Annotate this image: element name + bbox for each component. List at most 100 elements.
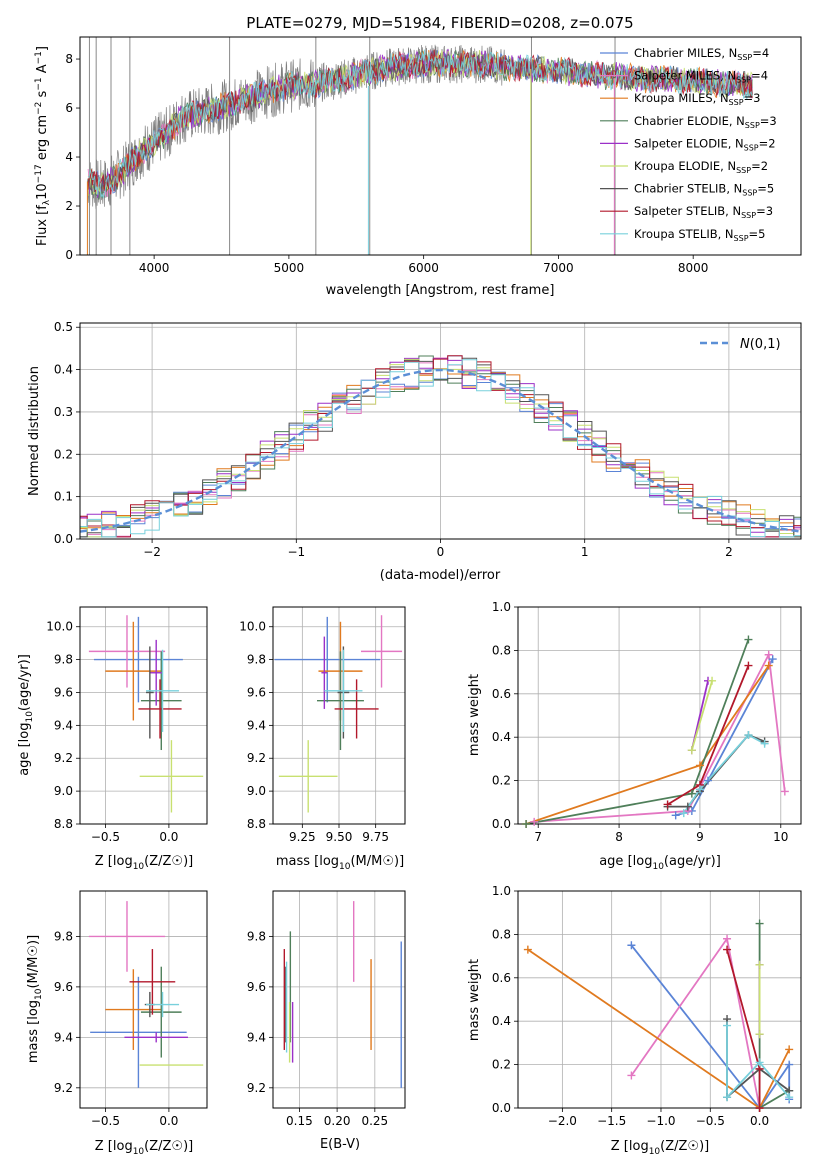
y-tick-label: 0.2 [54, 447, 73, 461]
axes-frame [79, 36, 802, 256]
y-tick-label: 8 [65, 52, 73, 66]
weight-marker [530, 817, 539, 826]
y-tick-label: 0.4 [54, 363, 73, 377]
y-tick-label: 10.0 [239, 620, 266, 634]
y-axis-label-part: 10 [35, 183, 50, 200]
weight-marker [687, 746, 696, 755]
y-axis-label: Normed distribution [27, 366, 42, 496]
x-tick-label: 10 [773, 830, 788, 844]
plot-area [88, 615, 204, 813]
legend-entry: Chabrier ELODIE, NSSP=3 [634, 114, 777, 130]
x-tick-label: −1.0 [646, 1114, 675, 1128]
y-tick-label: 9.2 [247, 1081, 266, 1095]
y-tick-label: 9.0 [54, 784, 73, 798]
ticks: −0.5 0.0 9.2 9.4 9.6 9.8 [54, 929, 179, 1128]
weight-line [683, 733, 766, 814]
weight-marker [723, 934, 732, 943]
y-tick-label: 8.8 [54, 817, 73, 831]
ticks: 9.25 9.50 9.75 8.8 9.0 9.2 9.4 9.6 9.8 10.0 [239, 620, 389, 844]
axis-label-part: Z [log [95, 1139, 133, 1154]
y-tick-label: 0.5 [54, 320, 73, 334]
ticks: 7 8 9 10 0.0 0.2 0.4 0.6 0.8 1.0 [492, 600, 789, 844]
mass-vs-extinction-panel: 0.15 0.20 0.25 9.2 9.4 9.6 9.8 [247, 890, 406, 1128]
weight-marker [768, 655, 777, 664]
legend-name: Salpeter MILES, N [634, 69, 736, 83]
x-tick-label: 4000 [139, 261, 170, 275]
axis-label: age [log10(age/yr)] [599, 854, 721, 872]
x-tick-label: 0.15 [286, 1114, 313, 1128]
legend-sub: SSP [729, 98, 744, 107]
weight-marker [785, 1060, 794, 1069]
y-tick-label: 9.0 [247, 784, 266, 798]
x-tick-label: −0.5 [91, 1114, 120, 1128]
y-tick-label: 0.0 [492, 817, 511, 831]
x-tick-label: 0.0 [750, 1114, 769, 1128]
weight-marker [785, 1093, 794, 1102]
legend-name: Salpeter ELODIE, N [634, 136, 744, 150]
legend-entry: Salpeter STELIB, NSSP=3 [634, 204, 773, 220]
y-tick-label: 6 [65, 101, 73, 115]
weight-marker [764, 661, 773, 670]
model-spectrum [87, 50, 753, 200]
y-tick-label: 0.0 [492, 1101, 511, 1115]
grid-lines [80, 607, 207, 825]
weight-marker [785, 1045, 794, 1054]
legend-value: =5 [757, 182, 774, 196]
axis-label-part: mass [log [26, 1000, 41, 1063]
weight-marker [723, 945, 732, 954]
weight-marker [522, 820, 531, 828]
plot-area [80, 355, 801, 538]
plot-area [86, 37, 753, 255]
weight-line [525, 665, 770, 824]
x-tick-label: 9.50 [326, 830, 353, 844]
plot-area [274, 615, 403, 813]
x-axis-label: wavelength [Angstrom, rest frame] [326, 283, 555, 298]
legend-value: =5 [749, 227, 766, 241]
y-axis-label: mass weight [467, 674, 482, 756]
legend-entry: Salpeter ELODIE, NSSP=2 [634, 136, 776, 152]
axis-label-part: (age/yr)] [17, 654, 32, 711]
legend-name: Kroupa ELODIE, N [634, 159, 736, 173]
y-tick-label: 9.6 [247, 980, 266, 994]
legend-name: Chabrier MILES, N [634, 46, 737, 60]
mass-weight-vs-age-panel: 7 8 9 10 0.0 0.2 0.4 0.6 0.8 1.0 [492, 600, 802, 844]
residual-histogram [80, 357, 801, 538]
x-tick-label: 9.75 [362, 830, 389, 844]
y-tick-label: 9.4 [54, 1030, 73, 1044]
weight-marker [755, 1058, 764, 1067]
legend-value: =4 [751, 69, 768, 83]
ticks: −0.5 0.0 8.8 9.0 9.2 9.4 9.6 9.8 10.0 [46, 620, 178, 844]
y-tick-label: 0.8 [492, 927, 511, 941]
axes-frame [79, 890, 208, 1109]
x-tick-label: 7 [534, 830, 542, 844]
x-tick-label: 2 [725, 545, 733, 559]
y-tick-label: 0.4 [492, 1014, 511, 1028]
weight-marker [704, 776, 713, 785]
weight-marker [679, 809, 688, 818]
weight-marker [695, 785, 704, 794]
y-tick-label: 4 [65, 150, 73, 164]
weight-marker [723, 1093, 732, 1102]
x-tick-label: 9 [696, 830, 704, 844]
axis-label-part: age [log [17, 723, 32, 776]
axis-label-sub: 10 [339, 862, 351, 872]
legend-sub: SSP [744, 143, 759, 152]
y-tick-label: 1.0 [492, 884, 511, 898]
axes-frame [517, 890, 802, 1109]
weight-marker [687, 789, 696, 798]
y-axis-label-part: ] [35, 46, 50, 51]
x-tick-label: 0.25 [361, 1114, 388, 1128]
weight-marker [755, 919, 764, 928]
residual-histogram [80, 355, 801, 538]
plot-area [525, 639, 786, 824]
legend-sub: SSP [742, 189, 757, 198]
legend-name: Chabrier ELODIE, N [634, 114, 745, 128]
legend-sub: SSP [734, 234, 749, 243]
axis-label-part: age [log [599, 854, 652, 869]
y-tick-label: 0.4 [492, 730, 511, 744]
y-axis-label-part: Flux [f [35, 205, 50, 246]
legend-sub: SSP [741, 211, 756, 220]
axes-frame [517, 606, 802, 825]
y-tick-label: 9.4 [54, 718, 73, 732]
y-tick-label: 10.0 [46, 620, 73, 634]
